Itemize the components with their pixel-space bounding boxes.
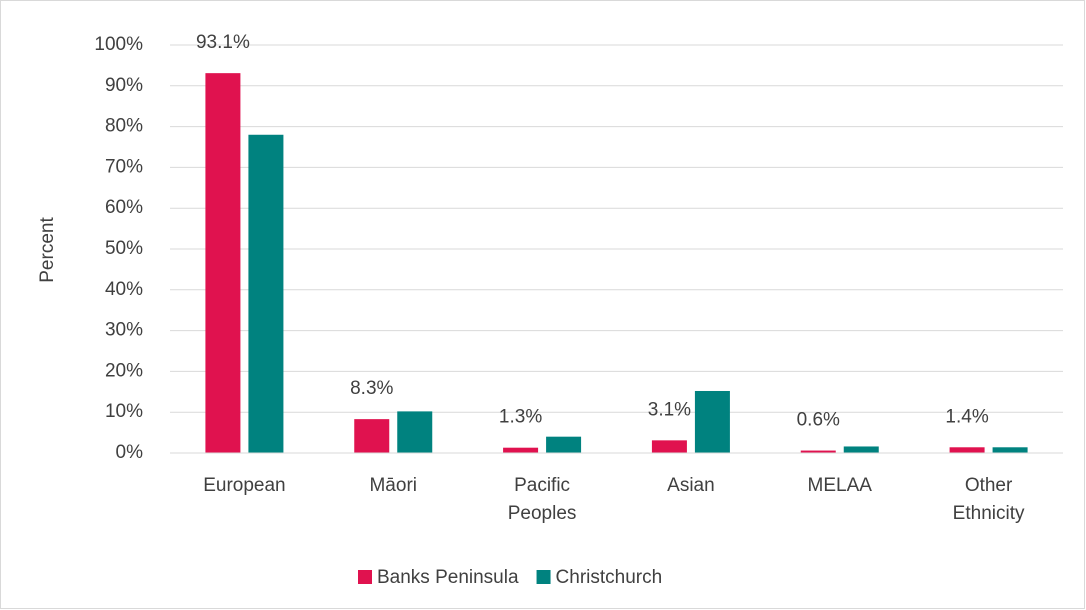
y-axis-title: Percent — [37, 217, 58, 283]
data-label: 0.6% — [797, 410, 840, 431]
x-tick-label: European — [203, 475, 285, 496]
bar — [503, 447, 539, 453]
bar — [248, 134, 284, 453]
x-tick-label: Māori — [369, 475, 417, 496]
y-tick-label: 50% — [105, 238, 143, 259]
x-tick-label: Other Ethnicity — [953, 475, 1025, 524]
y-tick-label: 90% — [105, 75, 143, 96]
y-tick-label: 80% — [105, 116, 143, 137]
data-label: 3.1% — [648, 399, 691, 420]
x-tick-label: MELAA — [808, 475, 873, 496]
y-tick-label: 20% — [105, 360, 143, 381]
bar — [992, 447, 1028, 453]
x-tick-label: Pacific Peoples — [508, 475, 577, 524]
bar — [397, 411, 433, 453]
data-label: 93.1% — [196, 32, 250, 53]
y-tick-label: 0% — [116, 442, 144, 463]
bar — [651, 440, 687, 453]
bar — [949, 447, 985, 453]
y-tick-label: 10% — [105, 401, 143, 422]
bar — [546, 436, 582, 453]
y-tick-label: 30% — [105, 320, 143, 341]
bar — [800, 450, 836, 453]
bar — [205, 73, 241, 453]
legend-label: Christchurch — [556, 567, 663, 588]
bar — [694, 390, 730, 453]
legend-swatch — [536, 570, 551, 584]
y-tick-label: 60% — [105, 197, 143, 218]
y-tick-label: 70% — [105, 156, 143, 177]
data-label: 1.4% — [945, 406, 988, 427]
legend-label: Banks Peninsula — [377, 567, 519, 588]
data-label: 1.3% — [499, 407, 542, 428]
y-tick-label: 100% — [94, 34, 143, 55]
x-tick-label: Asian — [667, 475, 715, 496]
bar — [843, 446, 879, 453]
legend-swatch — [358, 570, 372, 584]
bar — [354, 419, 390, 453]
data-label: 8.3% — [350, 378, 393, 399]
y-tick-label: 40% — [105, 279, 143, 300]
